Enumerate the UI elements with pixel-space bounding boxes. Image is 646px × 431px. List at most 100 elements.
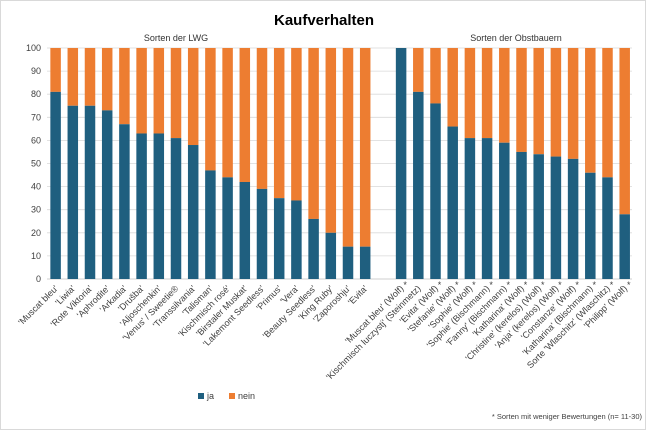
y-tick-label: 20 [31,228,41,238]
bar-ja [205,170,216,279]
y-tick-label: 80 [31,89,41,99]
x-star-marker: * [541,280,545,290]
bar-nein [464,48,476,139]
bar-ja [499,142,510,279]
bar-nein [413,48,424,92]
bar-ja [325,232,337,279]
bar-nein [447,48,458,127]
x-star-marker: * [558,280,562,290]
bar-nein [499,48,510,143]
legend-label-nein: nein [238,391,255,401]
y-tick-label: 50 [31,159,41,169]
bar-nein [533,48,544,155]
bar-ja [273,198,285,279]
bar-ja [585,172,596,279]
bar-nein [101,48,113,111]
bar-ja [359,246,371,279]
bar-nein [516,48,527,152]
bar-ja [550,156,562,279]
bar-ja [481,138,493,279]
bar-ja [464,138,476,279]
x-star-marker: * [455,280,459,290]
bar-nein [619,48,630,215]
bar-ja [153,133,165,279]
bar-nein [342,48,354,247]
y-tick-label: 30 [31,205,41,215]
bar-nein [67,48,79,106]
bar-nein [239,48,251,182]
bar-nein [291,48,302,201]
bars-layer [50,48,630,280]
bar-ja [533,154,544,279]
y-tick-label: 90 [31,66,41,76]
bar-nein [50,48,61,92]
bar-nein [273,48,285,199]
bar-ja [430,103,441,279]
y-tick-label: 10 [31,251,41,261]
x-star-marker: * [575,280,579,290]
bar-nein [222,48,233,178]
y-tick-label: 100 [26,43,41,53]
bar-nein [550,48,562,157]
bar-nein [359,48,371,247]
bar-nein [325,48,337,233]
bar-nein [136,48,147,134]
bar-ja [567,158,579,279]
bar-ja [187,145,199,279]
y-axis: 0 10 20 30 40 50 60 70 80 90 100 [26,43,41,284]
grid-layer [47,47,632,280]
legend-swatch-ja [198,393,204,399]
legend-swatch-nein [229,393,235,399]
bar-nein [170,48,182,139]
bar-nein [84,48,96,106]
x-tick-label: 'Evita' [346,283,370,307]
bar-ja [119,124,130,279]
bar-nein [119,48,130,125]
x-star-marker: * [507,280,511,290]
bar-ja [342,246,354,279]
x-star-marker: * [489,280,493,290]
x-star-marker: * [610,280,614,290]
bar-ja [602,177,613,279]
y-tick-label: 0 [36,274,41,284]
bar-nein [187,48,199,146]
footnote: * Sorten mit weniger Bewertungen (n= 11-… [492,412,643,421]
bar-nein [205,48,216,171]
y-tick-label: 70 [31,112,41,122]
bar-ja [67,105,79,279]
bar-nein [308,48,319,219]
bar-nein [481,48,493,139]
x-star-marker: * [593,280,597,290]
bar-nein [430,48,441,104]
bar-ja [291,200,302,279]
bar-ja [516,151,527,279]
bar-nein [256,48,268,189]
bar-nein [567,48,579,159]
bar-ja [101,110,113,280]
chart-title: Kaufverhalten [274,12,374,29]
bar-ja [136,133,147,279]
x-star-marker: * [524,280,528,290]
legend-label-ja: ja [206,391,214,401]
bar-ja [308,218,319,279]
panel-subtitle: Sorten der LWG [144,33,208,43]
x-star-marker: * [472,280,476,290]
y-tick-label: 60 [31,135,41,145]
bar-ja [619,214,630,279]
bar-nein [585,48,596,173]
bar-ja [256,188,268,279]
bar-ja [395,48,407,279]
bar-ja [170,138,182,279]
panel-subtitle: Sorten der Obstbauern [470,33,562,43]
bar-nein [602,48,613,178]
x-star-marker: * [627,280,631,290]
bar-ja [413,91,424,279]
legend: ja nein [198,391,255,401]
bar-ja [447,126,458,279]
bar-ja [222,177,233,279]
x-star-marker: * [438,280,442,290]
bar-ja [50,91,61,279]
y-tick-label: 40 [31,182,41,192]
